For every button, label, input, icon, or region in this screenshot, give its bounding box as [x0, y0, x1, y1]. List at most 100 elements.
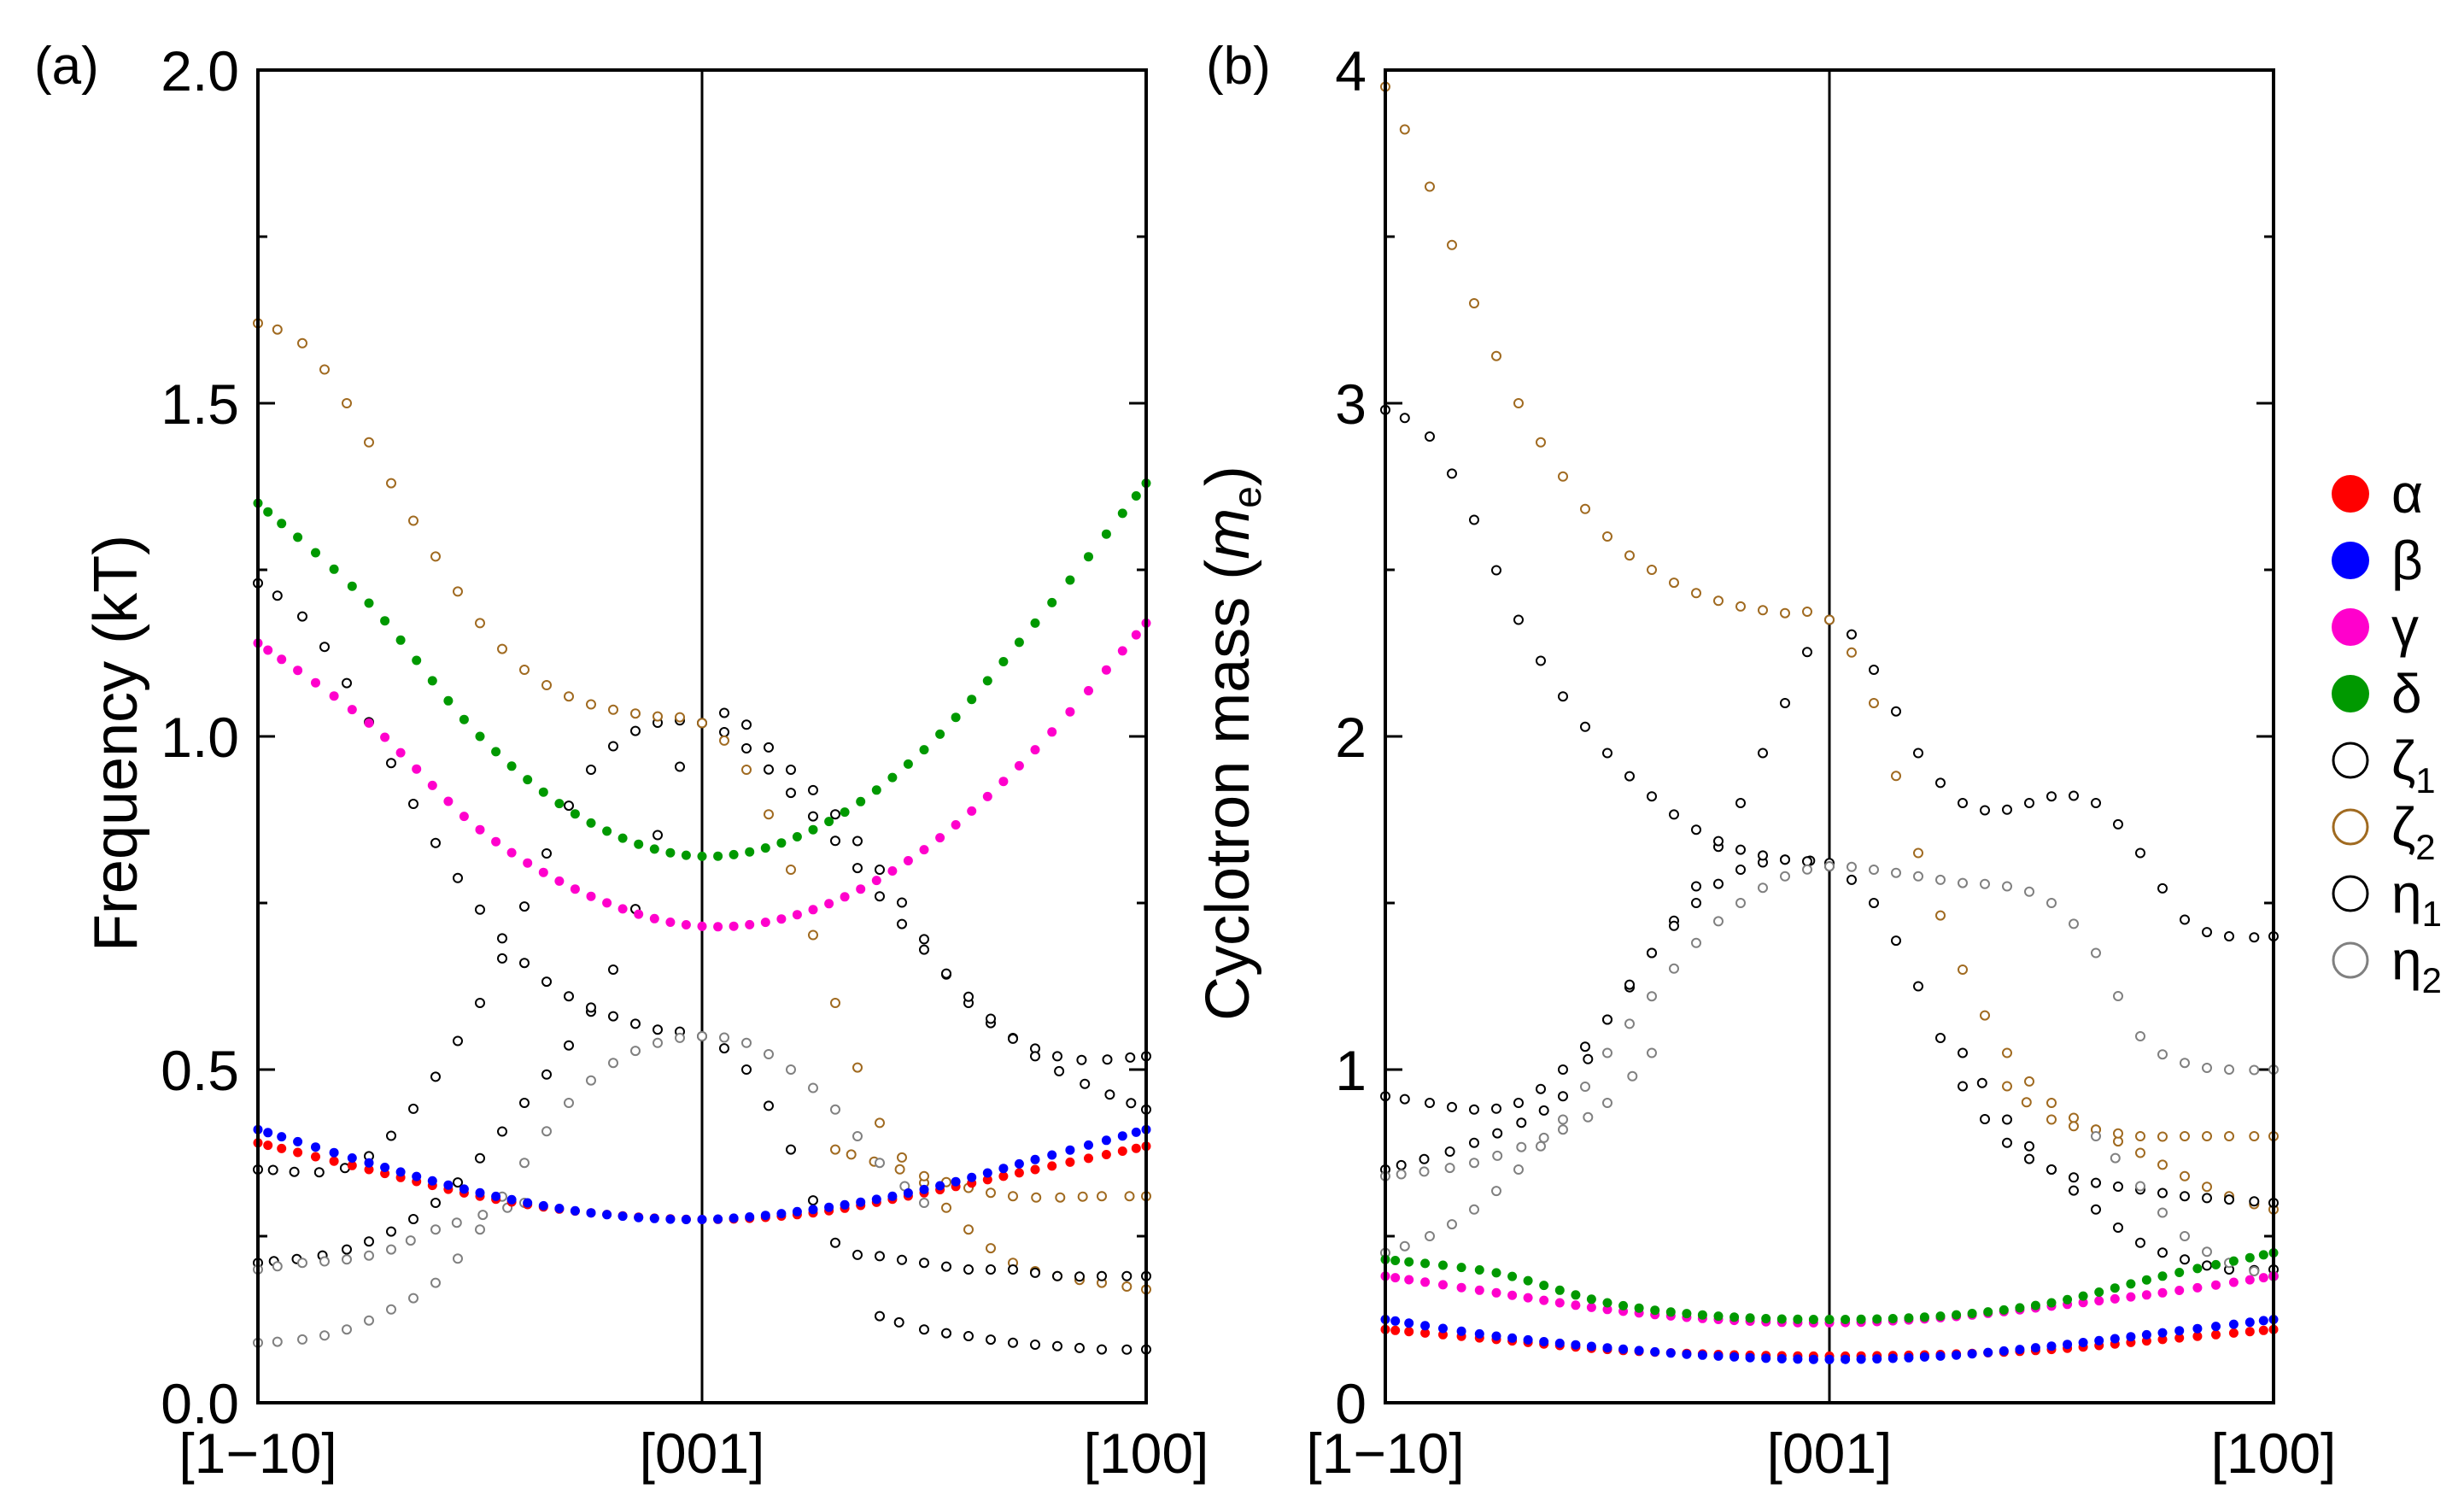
- panel-b-eta2-point: [1647, 991, 1657, 1002]
- panel-b-zeta1-point: [1538, 1105, 1549, 1116]
- panel-a-alpha-point: [998, 1171, 1009, 1181]
- panel-a-eta2-point: [830, 1104, 840, 1115]
- panel-b-delta-point: [1999, 1305, 2009, 1315]
- panel-a-ytick-label: 1.0: [161, 706, 239, 769]
- panel-a-eta1-point: [453, 872, 463, 883]
- panel-a-beta-point: [776, 1209, 787, 1219]
- panel-a-xtick-label: [1−10]: [179, 1422, 337, 1485]
- panel-b-eta2-point: [1447, 1219, 1457, 1230]
- panel-b-delta-point: [2015, 1303, 2025, 1313]
- panel-b-gamma-point: [2157, 1287, 2168, 1298]
- panel-a-eta1-point: [1121, 1270, 1133, 1281]
- panel-a-zeta1-point: [386, 1226, 396, 1237]
- panel-b-eta1-point: [1713, 836, 1724, 847]
- panel-b-zeta2-point: [2180, 1170, 2190, 1181]
- panel-b-zeta1-point: [1891, 706, 1901, 717]
- panel-a-eta1-point: [653, 1024, 663, 1035]
- panel-b-delta-point: [2030, 1300, 2040, 1310]
- panel-b-eta1-point: [2224, 1194, 2234, 1205]
- panel-b-zeta2-point: [1580, 503, 1590, 514]
- panel-b-beta-point: [1999, 1346, 2009, 1356]
- panel-b-delta-point: [2258, 1250, 2268, 1260]
- panel-b-eta2-point: [1469, 1158, 1479, 1169]
- panel-a-delta-point: [380, 616, 390, 626]
- panel-a-eta2-point: [405, 1235, 416, 1246]
- panel-a-eta1-point: [741, 1064, 752, 1075]
- panel-b-beta-point: [1602, 1343, 1612, 1353]
- panel-b-delta-point: [1967, 1309, 1977, 1318]
- panel-a-gamma-point: [427, 780, 437, 790]
- panel-a-zeta2-point: [497, 643, 507, 654]
- panel-a-eta2-point: [272, 1336, 283, 1347]
- panel-b-beta-point: [2258, 1316, 2268, 1326]
- panel-a-zeta2-point: [430, 551, 441, 562]
- panel-a-beta-point: [427, 1176, 437, 1186]
- panel-a-beta-point: [1014, 1158, 1024, 1169]
- panel-b-beta-point: [1776, 1354, 1787, 1363]
- panel-a-eta1-point: [808, 1195, 818, 1206]
- panel-a-zeta1-point: [630, 725, 641, 736]
- panel-a-eta1-point: [941, 1261, 951, 1272]
- panel-a-zeta2-point: [1121, 1281, 1133, 1292]
- panel-b-zeta1-point: [1516, 1117, 1527, 1129]
- panel-b-delta-point: [2192, 1264, 2203, 1274]
- panel-a-delta-point: [951, 712, 961, 723]
- panel-b-zeta2-point: [1758, 605, 1768, 616]
- panel-b-eta2-point: [1419, 1166, 1430, 1177]
- panel-a-zeta1-point: [519, 901, 530, 912]
- legend-marker-zeta1: [2332, 742, 2369, 779]
- panel-a-zeta1-point: [453, 1035, 463, 1047]
- panel-b-zeta1-point: [1469, 1104, 1479, 1115]
- panel-b-delta-point: [2110, 1283, 2120, 1293]
- panel-b-zeta2-point: [2157, 1159, 2168, 1170]
- panel-a-eta1-point: [519, 958, 530, 969]
- panel-b-delta-point: [1952, 1310, 1962, 1320]
- panel-a-delta-point: [1101, 529, 1111, 539]
- panel-b-zeta1-point: [1469, 1137, 1479, 1148]
- panel-b-gamma-point: [1456, 1282, 1466, 1293]
- panel-b-eta2-point: [2002, 881, 2012, 892]
- panel-a-beta-point: [570, 1205, 580, 1216]
- panel-a-delta-point: [887, 772, 898, 783]
- panel-a-xtick-label: [001]: [640, 1422, 765, 1485]
- panel-a-beta-point: [935, 1181, 945, 1191]
- panel-b-eta2-point: [1558, 1124, 1568, 1135]
- panel-a-alpha-point: [263, 1140, 273, 1151]
- panel-a-beta-point: [311, 1142, 320, 1152]
- panel-b-zeta1-point: [1735, 865, 1746, 875]
- panel-a-zeta1-point: [897, 897, 907, 908]
- panel-a-beta-point: [967, 1172, 977, 1182]
- panel-b-beta-point: [1420, 1321, 1431, 1331]
- panel-a-eta1-point: [893, 1316, 904, 1328]
- panel-a-beta-point: [808, 1205, 818, 1215]
- panel-b-beta-point: [1571, 1340, 1581, 1350]
- panel-a-zeta1-point: [963, 991, 974, 1002]
- panel-b-eta1-point: [1913, 981, 1923, 992]
- panel-a-gamma-point: [554, 876, 565, 886]
- panel-b-zeta1-point: [2224, 931, 2234, 941]
- panel-a-zeta2-point: [875, 1117, 885, 1129]
- panel-a-eta1-point: [1052, 1270, 1062, 1281]
- panel-a-zeta2-point: [297, 337, 307, 349]
- panel-b-delta-point: [1554, 1285, 1565, 1295]
- panel-a-gamma-point: [293, 665, 303, 676]
- panel-a-gamma-point: [586, 891, 596, 901]
- panel-b-delta-point: [2228, 1256, 2239, 1266]
- panel-b-zeta1-point: [1492, 1128, 1503, 1139]
- panel-a-gamma-point: [1014, 760, 1024, 771]
- panel-a-zeta2-point: [808, 929, 818, 941]
- panel-b-eta2-point: [1624, 1018, 1635, 1029]
- panel-b-series-delta: [1380, 1248, 2279, 1324]
- panel-b-eta2-point: [1780, 871, 1790, 882]
- panel-b-beta-point: [2015, 1345, 2025, 1355]
- panel-a-zeta2-point: [963, 1224, 974, 1235]
- panel-a-gamma-point: [491, 836, 501, 847]
- panel-a-eta2-point: [430, 1224, 441, 1235]
- panel-b-beta-point: [2228, 1319, 2239, 1329]
- panel-b-eta2-point: [2202, 1063, 2212, 1073]
- panel-a-eta1-point: [342, 677, 352, 689]
- panel-b-beta-point: [1824, 1354, 1835, 1364]
- panel-b-zeta2-point: [2069, 1121, 2079, 1132]
- panel-a-beta-point: [665, 1214, 676, 1224]
- panel-b-eta1-point: [2180, 1254, 2190, 1265]
